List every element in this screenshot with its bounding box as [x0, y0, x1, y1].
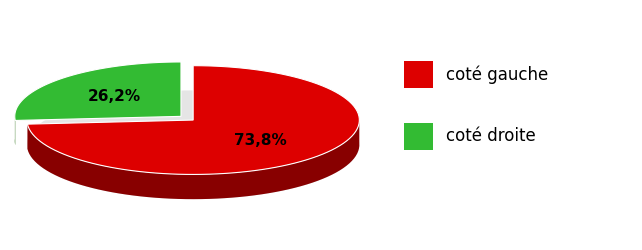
Text: coté gauche: coté gauche — [446, 65, 548, 84]
Text: 73,8%: 73,8% — [234, 133, 286, 148]
Text: 26,2%: 26,2% — [87, 88, 141, 104]
Polygon shape — [15, 62, 181, 120]
Polygon shape — [28, 66, 360, 174]
FancyBboxPatch shape — [404, 122, 433, 150]
Text: coté droite: coté droite — [446, 127, 535, 145]
Ellipse shape — [27, 90, 360, 199]
FancyBboxPatch shape — [404, 61, 433, 88]
Polygon shape — [28, 119, 360, 199]
